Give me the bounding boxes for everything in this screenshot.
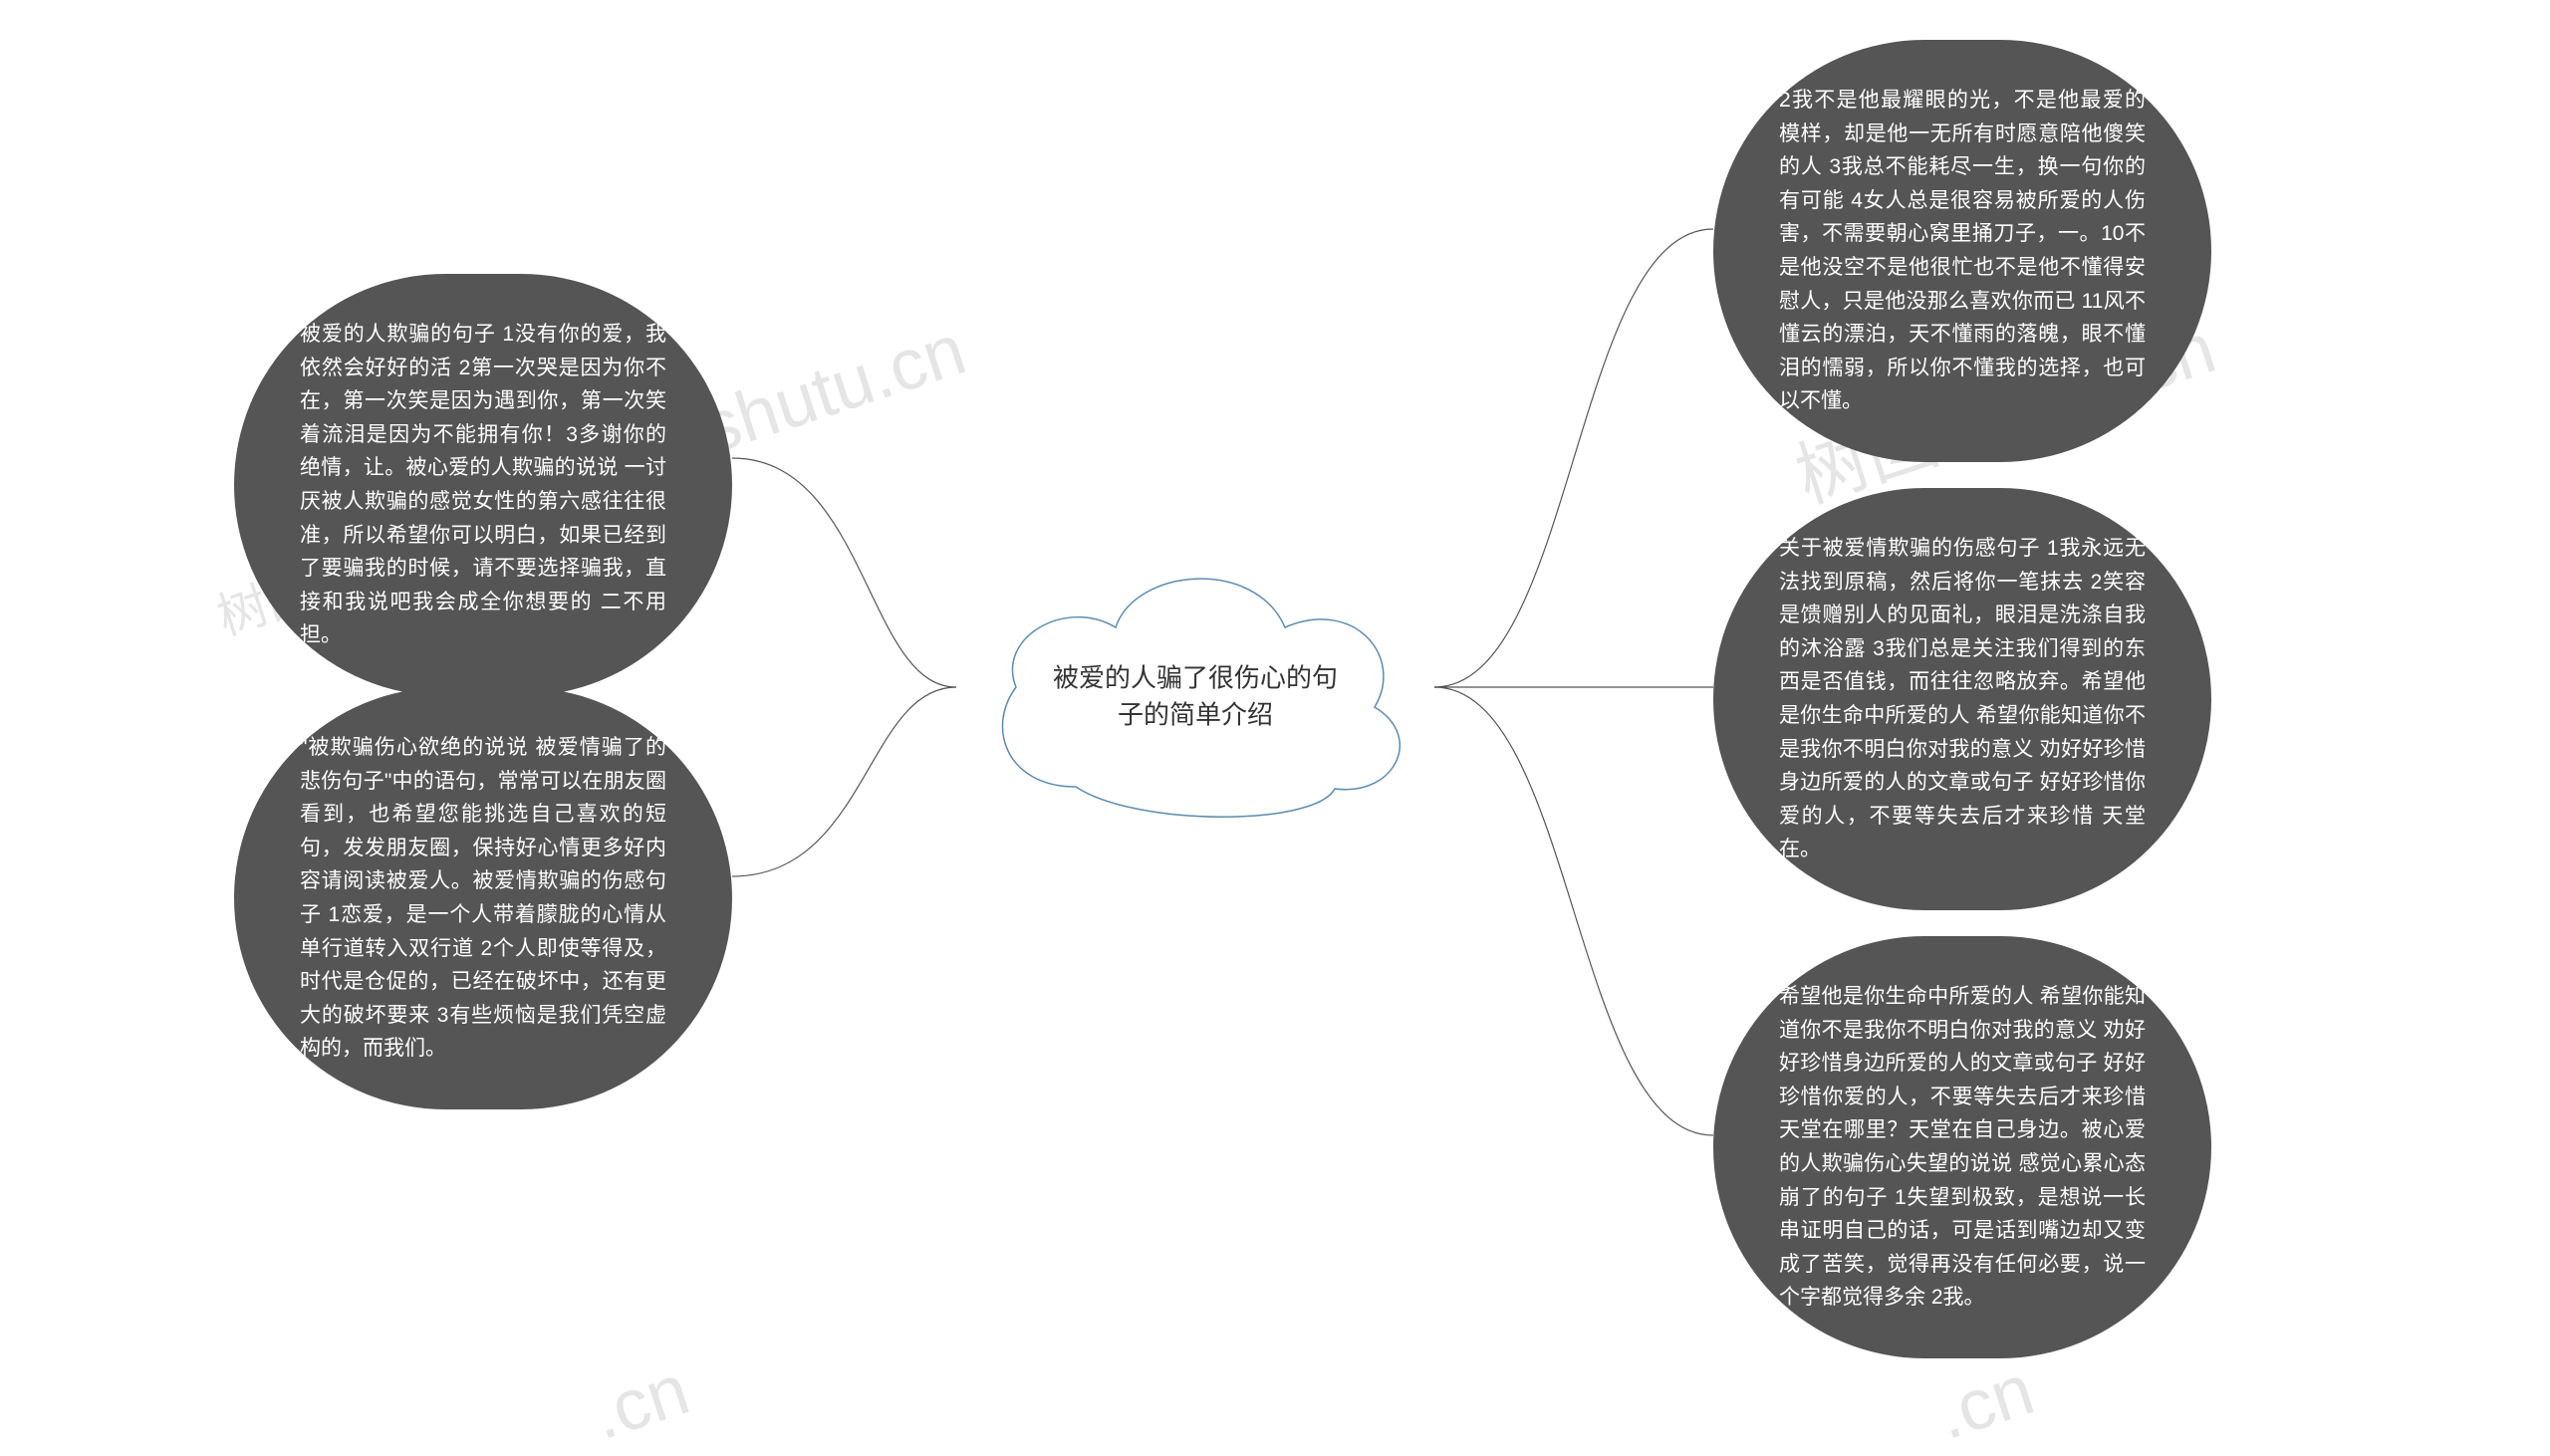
watermark: .cn — [583, 1348, 699, 1456]
node-text: "被欺骗伤心欲绝的说说 被爱情骗了的悲伤句子"中的语句，常常可以在朋友圈看到，也… — [300, 736, 666, 1060]
node-text: 2我不是他最耀眼的光，不是他最爱的模样，却是他一无所有时愿意陪他傻笑的人 3我总… — [1779, 89, 2146, 412]
center-node: 被爱的人骗了很伤心的句子的简单介绍 — [956, 528, 1434, 847]
center-title: 被爱的人骗了很伤心的句子的简单介绍 — [1046, 657, 1345, 731]
node-text: 被爱的人欺骗的句子 1没有你的爱，我依然会好好的活 2第一次哭是因为你不在，第一… — [300, 323, 666, 646]
watermark: shutu.cn — [692, 309, 975, 470]
branch-node-left-2: "被欺骗伤心欲绝的说说 被爱情骗了的悲伤句子"中的语句，常常可以在朋友圈看到，也… — [234, 687, 732, 1109]
node-text: 希望他是你生命中所爱的人 希望你能知道你不是我你不明白你对我的意义 劝好好珍惜身… — [1779, 985, 2146, 1309]
watermark: .cn — [1927, 1348, 2044, 1456]
branch-node-right-3: 希望他是你生命中所爱的人 希望你能知道你不是我你不明白你对我的意义 劝好好珍惜身… — [1713, 936, 2211, 1358]
node-text: 关于被爱情欺骗的伤感句子 1我永远无法找到原稿，然后将你一笔抹去 2笑容是馈赠别… — [1779, 537, 2146, 860]
branch-node-left-1: 被爱的人欺骗的句子 1没有你的爱，我依然会好好的活 2第一次哭是因为你不在，第一… — [234, 274, 732, 696]
branch-node-right-1: 2我不是他最耀眼的光，不是他最爱的模样，却是他一无所有时愿意陪他傻笑的人 3我总… — [1713, 40, 2211, 462]
mindmap-canvas: shutu.cn 树图 shutu.cn .cn .cn 树图 被爱的人骗了很伤… — [0, 0, 2550, 1409]
branch-node-right-2: 关于被爱情欺骗的伤感句子 1我永远无法找到原稿，然后将你一笔抹去 2笑容是馈赠别… — [1713, 488, 2211, 910]
